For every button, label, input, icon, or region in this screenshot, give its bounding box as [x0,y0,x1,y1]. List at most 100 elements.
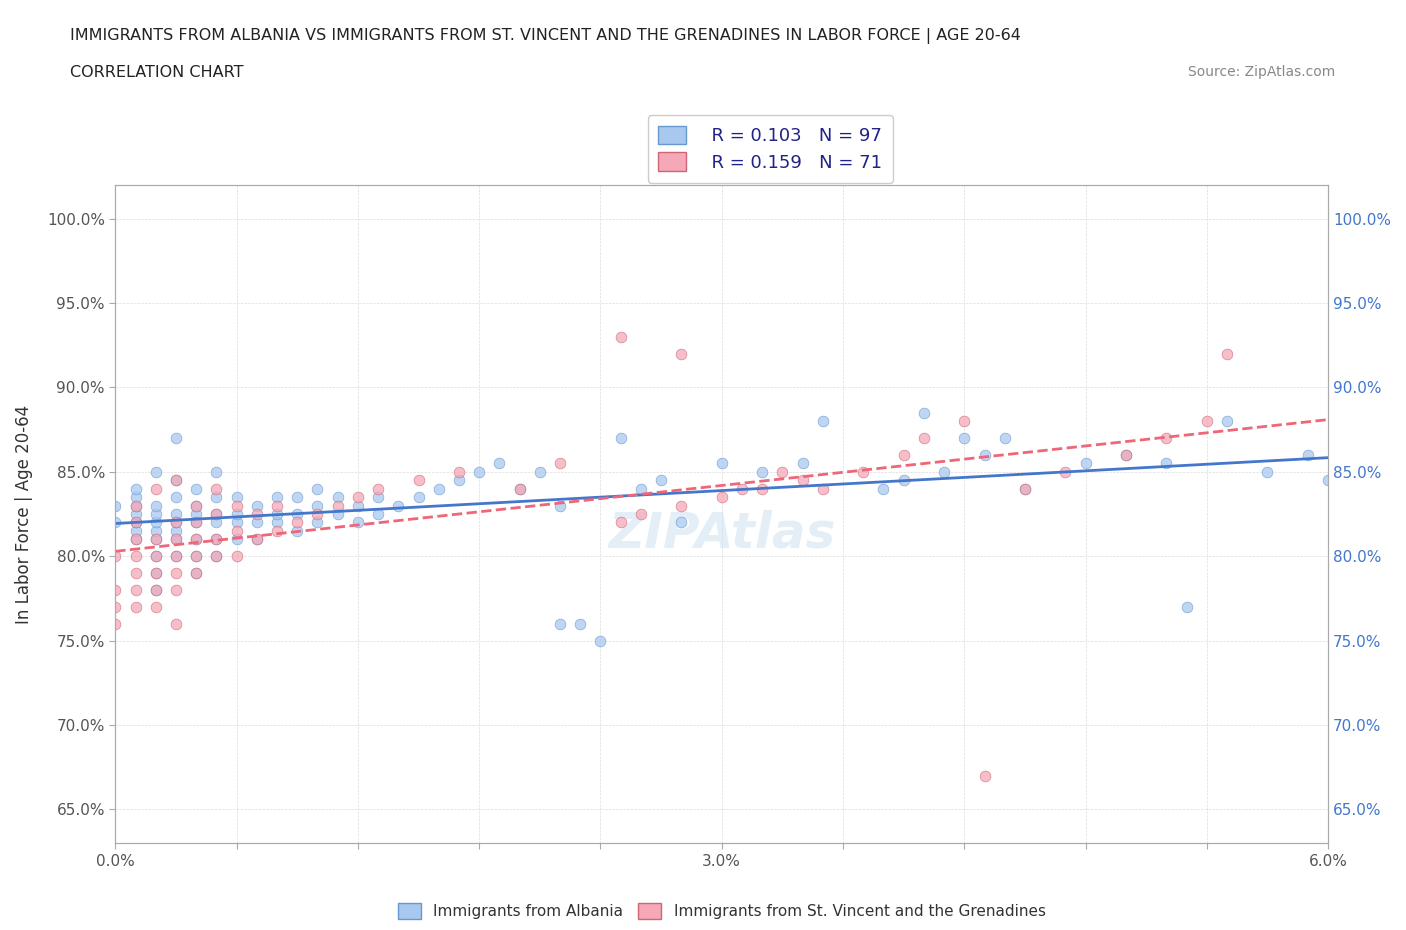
Point [1054,464,1077,479]
Point [186,498,208,513]
Point [347,490,370,505]
Point [408,472,430,487]
Point [104,549,127,564]
Point [529,464,551,479]
Point [205,490,228,505]
Point [912,405,935,420]
Point [225,507,247,522]
Point [1156,431,1178,445]
Point [548,498,571,513]
Point [307,498,329,513]
Point [1115,447,1137,462]
Point [205,507,228,522]
Point [326,490,349,505]
Point [1296,447,1319,462]
Point [124,532,146,547]
Point [792,456,814,471]
Point [246,498,269,513]
Point [165,532,187,547]
Point [1317,472,1340,487]
Point [124,490,146,505]
Point [973,768,995,783]
Point [165,431,187,445]
Point [186,565,208,580]
Point [165,515,187,530]
Point [326,498,349,513]
Point [609,329,631,344]
Point [124,481,146,496]
Point [1216,346,1239,361]
Point [145,582,167,597]
Point [1074,456,1097,471]
Point [225,498,247,513]
Point [124,524,146,538]
Point [124,549,146,564]
Point [145,524,167,538]
Point [792,472,814,487]
Point [285,515,308,530]
Point [326,507,349,522]
Point [145,549,167,564]
Point [509,481,531,496]
Point [548,456,571,471]
Point [165,524,187,538]
Point [225,515,247,530]
Point [186,507,208,522]
Point [1175,599,1198,614]
Point [671,515,693,530]
Point [124,582,146,597]
Point [285,490,308,505]
Point [367,490,389,505]
Point [630,481,652,496]
Point [994,431,1017,445]
Point [205,464,228,479]
Text: IMMIGRANTS FROM ALBANIA VS IMMIGRANTS FROM ST. VINCENT AND THE GRENADINES IN LAB: IMMIGRANTS FROM ALBANIA VS IMMIGRANTS FR… [70,28,1021,44]
Point [225,490,247,505]
Point [852,464,875,479]
Point [145,532,167,547]
Point [145,507,167,522]
Point [266,524,288,538]
Y-axis label: In Labor Force | Age 20-64: In Labor Force | Age 20-64 [15,405,32,623]
Point [145,582,167,597]
Point [205,507,228,522]
Point [225,549,247,564]
Point [447,464,470,479]
Point [186,515,208,530]
Point [953,431,976,445]
Point [145,498,167,513]
Point [266,507,288,522]
Point [165,507,187,522]
Point [893,447,915,462]
Point [811,481,834,496]
Point [186,549,208,564]
Point [488,456,510,471]
Point [285,507,308,522]
Point [205,481,228,496]
Point [1014,481,1036,496]
Point [205,532,228,547]
Point [186,565,208,580]
Point [186,532,208,547]
Text: Source: ZipAtlas.com: Source: ZipAtlas.com [1188,65,1336,79]
Point [246,515,269,530]
Point [165,617,187,631]
Point [671,346,693,361]
Point [872,481,894,496]
Point [186,532,208,547]
Point [548,617,571,631]
Point [1256,464,1278,479]
Point [569,617,592,631]
Point [145,565,167,580]
Point [225,524,247,538]
Point [165,490,187,505]
Point [124,515,146,530]
Point [770,464,793,479]
Point [124,507,146,522]
Point [932,464,955,479]
Point [307,507,329,522]
Point [165,515,187,530]
Point [1216,414,1239,429]
Point [266,498,288,513]
Point [124,515,146,530]
